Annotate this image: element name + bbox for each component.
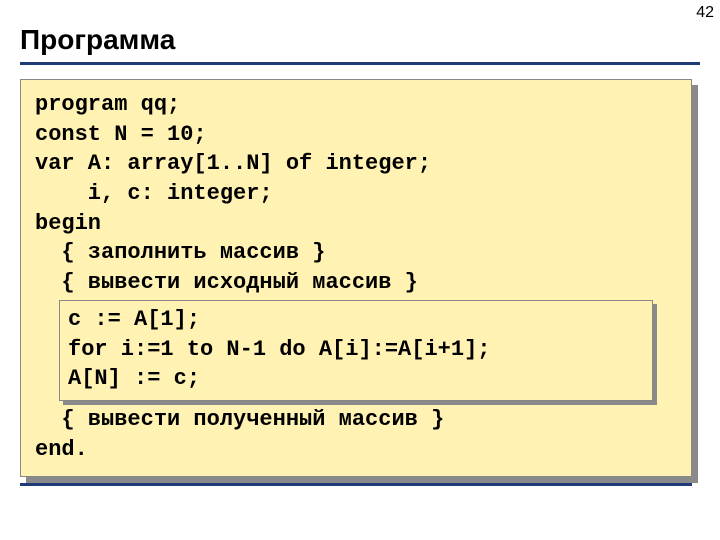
- code-line: { вывести полученный массив }: [35, 405, 677, 435]
- code-line: end.: [35, 435, 677, 465]
- code-line: A[N] := c;: [68, 364, 644, 394]
- code-line: for i:=1 to N-1 do A[i]:=A[i+1];: [68, 335, 644, 365]
- code-line: i, c: integer;: [35, 179, 677, 209]
- code-line: { вывести исходный массив }: [35, 268, 677, 298]
- code-line: { заполнить массив }: [35, 238, 677, 268]
- code-line: program qq;: [35, 90, 677, 120]
- inner-code-block: c := A[1]; for i:=1 to N-1 do A[i]:=A[i+…: [59, 300, 653, 401]
- title-rule: [20, 62, 700, 65]
- inner-box: c := A[1]; for i:=1 to N-1 do A[i]:=A[i+…: [59, 300, 653, 401]
- code-box: program qq; const N = 10; var A: array[1…: [20, 79, 692, 477]
- code-line: c := A[1];: [68, 305, 644, 335]
- code-line: begin: [35, 209, 677, 239]
- page-title: Программа: [0, 0, 720, 62]
- page-number: 42: [696, 4, 714, 22]
- code-line: const N = 10;: [35, 120, 677, 150]
- code-block: program qq; const N = 10; var A: array[1…: [20, 79, 692, 477]
- bottom-rule: [20, 483, 692, 486]
- code-line: var A: array[1..N] of integer;: [35, 149, 677, 179]
